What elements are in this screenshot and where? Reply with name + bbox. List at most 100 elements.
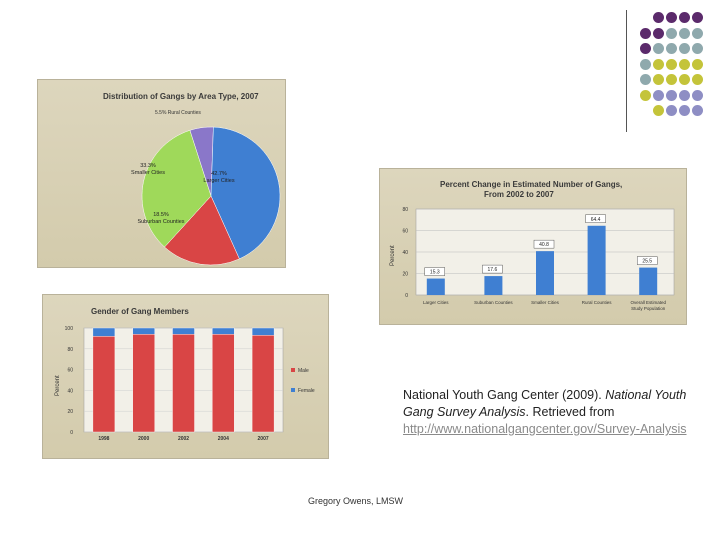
decorative-dot [653,27,664,39]
percent-change-chart-title: Percent Change in Estimated Number of Ga… [440,180,623,189]
decorative-dot [692,89,703,101]
bar-segment-female [172,327,195,335]
bar-value-label: 40.8 [539,242,549,248]
legend-swatch [291,388,295,392]
pie-chart-title: Distribution of Gangs by Area Type, 2007 [103,92,259,101]
citation-text: National Youth Gang Center (2009). Natio… [403,387,703,438]
bar-segment-male [92,336,116,433]
percent-change-chart: 0 20 40 60 80 Percent 15.3 Larger Cities 17.6 Sub… [390,207,675,311]
decorative-dot [679,27,690,39]
bar-segment-female [212,327,235,335]
x-tick-label: Smaller Cities [531,300,560,305]
gender-chart-panel: Gender of Gang Members 0 20 40 60 80 100 Perce… [42,294,329,459]
bar-segment-female [251,327,275,336]
decorative-dot [666,89,677,101]
y-tick-label: 80 [67,347,73,353]
decorative-dot [640,27,651,39]
pie-value-label: 33.3% [140,163,156,169]
pie-category-label: Larger Cities [203,178,234,184]
legend-swatch [291,368,295,372]
decorative-dot [692,12,703,23]
decorative-dot [679,105,690,116]
percent-change-chart-subtitle: From 2002 to 2007 [484,190,554,199]
y-tick-label: 20 [67,409,73,415]
pie-category-label: Smaller Cities [131,170,165,176]
x-tick-label: 2007 [258,436,269,442]
decorative-dot [692,27,703,39]
x-tick-label: 1998 [98,436,109,442]
gender-chart-title: Gender of Gang Members [91,307,189,316]
y-tick-label: 60 [402,229,408,235]
decorative-dot [692,105,703,116]
bar [484,276,503,295]
y-tick-label: 40 [402,250,408,256]
footer-author: Gregory Owens, LMSW [308,496,404,506]
citation-part1: National Youth Gang Center (2009). [403,388,606,402]
decorative-dot [666,58,677,70]
y-tick-label: 0 [405,293,408,299]
value-label-box [585,214,606,223]
x-tick-label: Overall Estimated [630,300,666,305]
decorative-dot [653,74,664,85]
decorative-dot [653,105,664,116]
decorative-dot [679,89,690,101]
bar-value-label: 25.5 [642,259,652,265]
decorative-dot [653,43,664,54]
decorative-dot [653,12,664,23]
x-tick-label: 2004 [218,436,229,442]
bar [536,251,554,295]
decorative-dot [653,89,664,101]
x-tick-label: Larger Cities [423,300,449,305]
decorative-dot [679,12,690,23]
y-axis-label: Percent [55,375,61,396]
decorative-dot [692,43,703,54]
decorative-dot-grid [618,10,718,120]
decorative-dot [679,74,690,85]
y-tick-label: 40 [67,388,73,394]
bar-segment-male [212,334,235,433]
bar [639,267,658,295]
x-tick-label: Rural Counties [582,300,613,305]
pie-category-label: Suburban Counties [137,219,184,225]
decorative-dot [640,43,651,54]
x-tick-label: 2002 [178,436,189,442]
decorative-dot [692,74,703,85]
value-label-box [533,239,555,249]
legend-label: Male [298,368,309,374]
percent-change-chart-panel: Percent Change in Estimated Number of Ga… [379,168,687,325]
bar-value-label: 64.4 [591,217,601,223]
pie-slice-smaller-cities [141,129,212,248]
decorative-dot [640,74,651,85]
decorative-dot [666,74,677,85]
value-label-box [482,264,503,274]
pie-chart: 5.5% Rural Counties 42.7%Larger Cities 18.… [131,110,281,266]
pie-chart-panel: Distribution of Gangs by Area Type, 2007… [37,79,286,268]
citation-link[interactable]: http://www.nationalgangcenter.gov/Survey… [403,422,687,436]
decorative-dot [692,58,703,70]
pie-value-label: 18.5% [153,212,169,218]
decorative-dot [653,58,664,70]
decorative-vertical-line [626,10,627,132]
value-label-box [424,267,445,276]
value-label-box [637,256,658,265]
bar [587,225,606,295]
x-tick-label: Study Population [631,306,666,311]
decorative-dot [640,89,651,101]
bar [426,278,445,295]
decorative-dot [679,58,690,70]
bar-segment-female [132,327,155,335]
y-tick-label: 80 [402,207,408,213]
pie-value-label: 42.7% [211,171,227,177]
legend-label: Female [298,388,315,394]
citation-title: National Youth Gang Survey Analysis [403,388,687,419]
pie-slice-suburban-counties [164,195,240,266]
decorative-dot [679,43,690,54]
decorative-dot [666,43,677,54]
y-axis-label: Percent [390,245,396,266]
x-tick-label: 2000 [138,436,149,442]
bar-value-label: 17.6 [488,267,498,273]
pie-slice-larger-cities [210,126,281,260]
bar-segment-male [172,334,195,433]
y-tick-label: 20 [402,272,408,278]
y-tick-label: 60 [67,368,73,374]
